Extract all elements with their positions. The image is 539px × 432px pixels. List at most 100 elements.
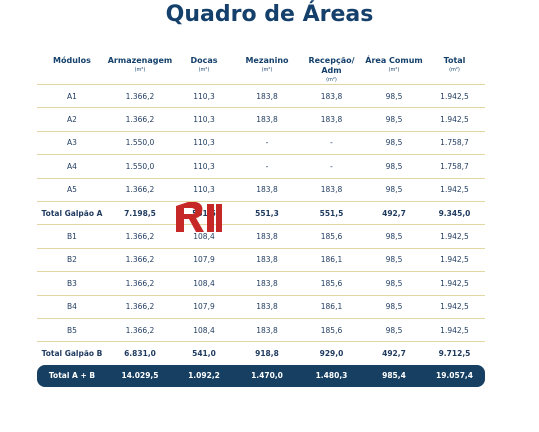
column-header-label: Área Comum (365, 56, 423, 65)
column-header-unit: (m²) (261, 67, 273, 73)
value-cell: 183,8 (235, 107, 299, 132)
value-cell: 551,3 (235, 200, 299, 225)
value-cell: 1.758,7 (424, 130, 485, 155)
value-cell: 98,5 (364, 83, 424, 108)
value-cell: 492,7 (364, 200, 424, 225)
module-cell: B3 (37, 271, 107, 296)
value-cell: 7.198,5 (107, 200, 173, 225)
table-row: B1 1.366,2 108,4 183,8 185,6 98,5 1.942,5 (37, 224, 485, 249)
areas-table: Módulos Armazenagem (m²) Docas (m²) Mezanino (… (37, 52, 485, 387)
value-cell: 98,5 (364, 130, 424, 155)
header-row: Módulos Armazenagem (m²) Docas (m²) Mezanino (… (37, 52, 485, 85)
value-cell: 541,0 (173, 341, 235, 365)
table-row: B2 1.366,2 107,9 183,8 186,1 98,5 1.942,5 (37, 247, 485, 272)
value-cell: 110,3 (173, 154, 235, 179)
column-header: Total (m²) (424, 52, 485, 85)
module-cell: A1 (37, 83, 107, 108)
value-cell: 1.366,2 (107, 224, 173, 249)
column-header-label: Armazenagem (107, 56, 173, 65)
grand-total-value: 985,4 (364, 364, 424, 387)
module-cell: A5 (37, 177, 107, 202)
grand-total-value: 1.480,3 (299, 364, 364, 387)
column-header: Mezanino (m²) (235, 52, 299, 85)
value-cell: 1.366,2 (107, 83, 173, 108)
column-header-label: Docas (190, 56, 218, 65)
value-cell: 183,8 (235, 247, 299, 272)
module-cell: A4 (37, 154, 107, 179)
value-cell: 183,8 (235, 224, 299, 249)
table-row: A5 1.366,2 110,3 183,8 183,8 98,5 1.942,5 (37, 177, 485, 202)
value-cell: 186,1 (299, 247, 364, 272)
table-row: A3 1.550,0 110,3- -98,5 1.758,7 (37, 130, 485, 155)
value-cell: 98,5 (364, 317, 424, 342)
column-header-label: Recepção/ Adm (308, 56, 355, 75)
module-cell: Total Galpão B (37, 341, 107, 365)
value-cell: 183,8 (235, 294, 299, 319)
column-header-unit: (m²) (134, 67, 146, 73)
module-cell: A3 (37, 130, 107, 155)
value-cell: 6.831,0 (107, 341, 173, 365)
value-cell: 110,3 (173, 83, 235, 108)
column-header: Recepção/ Adm (m²) (299, 52, 364, 85)
value-cell: 107,9 (173, 294, 235, 319)
value-cell: 1.366,2 (107, 247, 173, 272)
value-cell: 98,5 (364, 224, 424, 249)
value-cell: 108,4 (173, 271, 235, 296)
value-cell: 108,4 (173, 317, 235, 342)
value-cell: 185,6 (299, 271, 364, 296)
module-cell: A2 (37, 107, 107, 132)
value-cell: 110,3 (173, 130, 235, 155)
column-header-label: Total (443, 56, 466, 65)
value-cell: 1.942,5 (424, 294, 485, 319)
subtotal-row: Total Galpão B 6.831,0 541,0 918,8 929,0 492,… (37, 341, 485, 365)
column-header-unit: (m²) (449, 67, 460, 73)
value-cell: 98,5 (364, 154, 424, 179)
value-cell: 98,5 (364, 177, 424, 202)
value-cell: 183,8 (299, 107, 364, 132)
value-cell: 186,1 (299, 294, 364, 319)
value-cell: 183,8 (235, 177, 299, 202)
value-cell: 107,9 (173, 247, 235, 272)
value-cell: 1.942,5 (424, 177, 485, 202)
value-cell: 9.712,5 (424, 341, 485, 365)
value-cell: 98,5 (364, 294, 424, 319)
table-row: B4 1.366,2 107,9 183,8 186,1 98,5 1.942,5 (37, 294, 485, 319)
module-cell: B5 (37, 317, 107, 342)
table-row: B3 1.366,2 108,4 183,8 185,6 98,5 1.942,5 (37, 271, 485, 296)
column-header-unit: (m²) (388, 67, 400, 73)
value-cell: 1.366,2 (107, 177, 173, 202)
value-cell: 1.758,7 (424, 154, 485, 179)
value-cell: 1.550,0 (107, 130, 173, 155)
column-header-label: Módulos (53, 56, 91, 65)
subtotal-row: Total Galpão A 7.198,5 551,5 551,3 551,5 492,… (37, 200, 485, 225)
ri-logo-icon (176, 202, 222, 232)
value-cell: 98,5 (364, 247, 424, 272)
value-cell: 183,8 (235, 83, 299, 108)
value-cell: 185,6 (299, 224, 364, 249)
value-cell: - (299, 154, 364, 179)
table-body: A1 1.366,2 110,3 183,8 183,8 98,5 1.942,5 A2 1.3… (37, 83, 485, 387)
value-cell: 183,8 (299, 177, 364, 202)
module-cell: Total Galpão A (37, 200, 107, 225)
module-cell: B4 (37, 294, 107, 319)
value-cell: 98,5 (364, 107, 424, 132)
value-cell: 1.942,5 (424, 224, 485, 249)
value-cell: 551,5 (299, 200, 364, 225)
grand-total-value: 1.470,0 (235, 364, 299, 387)
value-cell: 1.366,2 (107, 317, 173, 342)
value-cell: 1.550,0 (107, 154, 173, 179)
value-cell: 1.942,5 (424, 83, 485, 108)
grand-total-value: 14.029,5 (107, 364, 173, 387)
column-header-label: Mezanino (245, 56, 289, 65)
value-cell: 183,8 (235, 271, 299, 296)
value-cell: 1.942,5 (424, 247, 485, 272)
module-cell: B1 (37, 224, 107, 249)
table-row: B5 1.366,2 108,4 183,8 185,6 98,5 1.942,5 (37, 317, 485, 342)
column-header-unit: (m²) (326, 77, 337, 83)
value-cell: - (235, 130, 299, 155)
value-cell: 1.366,2 (107, 271, 173, 296)
value-cell: 492,7 (364, 341, 424, 365)
grand-total-value: 19.057,4 (424, 364, 485, 387)
page-title: Quadro de Áreas (165, 2, 374, 27)
value-cell: 183,8 (299, 83, 364, 108)
